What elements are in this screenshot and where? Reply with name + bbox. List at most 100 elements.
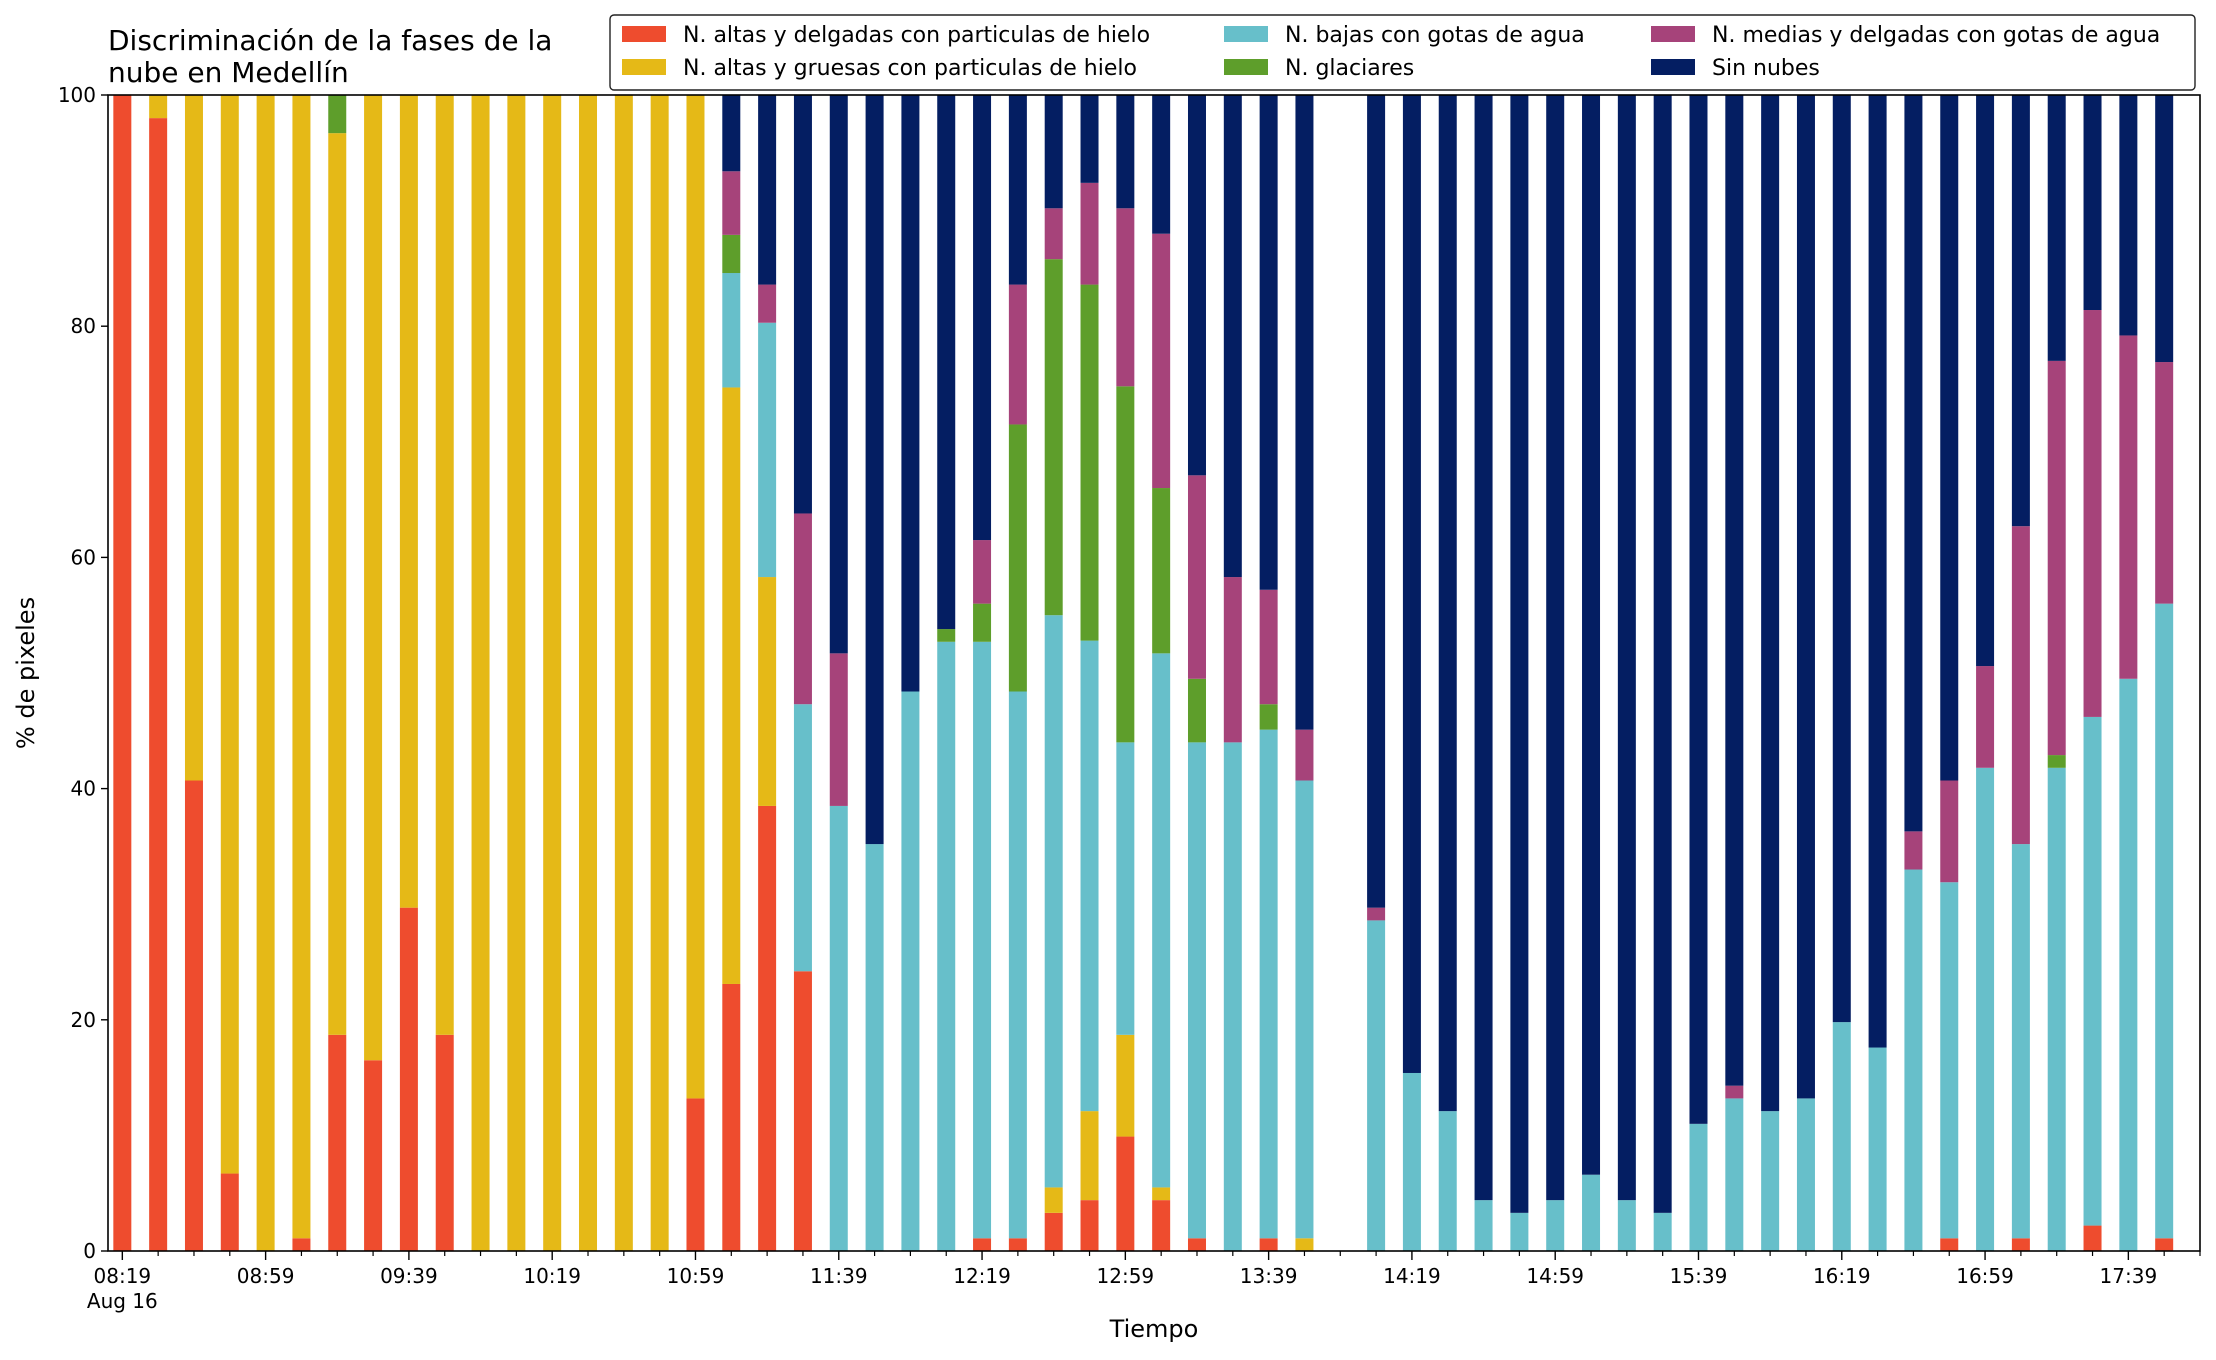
bar-segment-55-2 [2119, 678, 2138, 1251]
bar-segment-47-2 [1832, 1022, 1851, 1251]
bar-segment-43-2 [1689, 1123, 1708, 1251]
bar-segment-48-5 [1868, 95, 1887, 1048]
bar-segment-17-3 [722, 234, 741, 274]
bars [113, 95, 2174, 1252]
bar-segment-53-2 [2047, 767, 2066, 1251]
bar-segment-52-0 [2011, 1238, 2030, 1251]
bar-segment-25-3 [1008, 424, 1027, 692]
y-tick-label-0: 0 [83, 1239, 96, 1263]
bar-segment-19-2 [793, 704, 812, 972]
bar-segment-15-1 [650, 95, 669, 1251]
bar-segment-38-5 [1510, 95, 1529, 1213]
bar-segment-54-4 [2083, 310, 2102, 717]
legend-swatch-0 [622, 26, 666, 42]
bar-segment-35-2 [1402, 1072, 1421, 1251]
bar-segment-9-1 [435, 95, 454, 1035]
bar-segment-3-1 [220, 95, 239, 1174]
bar-segment-28-3 [1116, 386, 1135, 743]
bar-segment-23-5 [937, 95, 956, 630]
bar-segment-47-5 [1832, 95, 1851, 1023]
bar-segment-18-5 [758, 95, 777, 285]
x-tick-label-12: 16:19 [1813, 1264, 1871, 1288]
bar-segment-2-1 [184, 95, 203, 781]
bar-segment-37-2 [1474, 1200, 1493, 1251]
plot-frame [107, 94, 2201, 1252]
bar-segment-26-1 [1044, 1187, 1063, 1213]
bar-segment-52-2 [2011, 844, 2030, 1239]
bar-segment-20-4 [829, 653, 848, 806]
x-tick-label-7: 12:59 [1097, 1264, 1155, 1288]
bar-segment-17-2 [722, 273, 741, 388]
bar-segment-54-5 [2083, 95, 2102, 311]
bar-segment-0-0 [113, 95, 132, 1251]
bar-segment-21-2 [865, 844, 884, 1251]
bar-segment-51-2 [1976, 767, 1995, 1251]
x-tick-label-2: 09:39 [380, 1264, 438, 1288]
bar-segment-32-3 [1259, 704, 1278, 730]
y-tick-label-5: 100 [58, 83, 96, 107]
y-tick-label-1: 20 [71, 1008, 96, 1032]
chart-title-line-2: nube en Medellín [108, 56, 349, 89]
bar-segment-52-4 [2011, 526, 2030, 845]
bar-segment-28-5 [1116, 95, 1135, 209]
bar-segment-49-5 [1904, 95, 1923, 832]
bar-segment-17-0 [722, 983, 741, 1251]
legend-swatch-5 [1651, 59, 1695, 75]
x-tick-label-5: 11:39 [810, 1264, 868, 1288]
bar-segment-29-5 [1152, 95, 1171, 234]
x-tick-label-14: 17:39 [2100, 1264, 2158, 1288]
bar-segment-14-1 [614, 95, 633, 1251]
bar-segment-37-5 [1474, 95, 1493, 1201]
bar-segment-54-2 [2083, 716, 2102, 1226]
bar-segment-45-2 [1761, 1111, 1780, 1251]
bar-segment-31-2 [1223, 742, 1242, 1251]
legend-swatch-2 [1224, 26, 1268, 42]
x-tick-label-10: 14:59 [1526, 1264, 1584, 1288]
bar-segment-56-4 [2155, 362, 2174, 604]
bar-segment-41-2 [1617, 1200, 1636, 1251]
bar-segment-35-5 [1402, 95, 1421, 1073]
bar-segment-27-5 [1080, 95, 1099, 183]
bar-segment-17-1 [722, 387, 741, 984]
bar-segment-49-4 [1904, 831, 1923, 870]
chart-title-line-1: Discriminación de la fases de la [108, 24, 552, 57]
legend: N. altas y delgadas con particulas de hi… [609, 14, 2196, 91]
bar-segment-34-2 [1367, 920, 1386, 1251]
bar-segment-53-3 [2047, 755, 2066, 768]
bar-segment-18-4 [758, 284, 777, 323]
bar-segment-53-4 [2047, 360, 2066, 756]
bar-segment-3-0 [220, 1173, 239, 1251]
bar-segment-8-0 [399, 907, 418, 1251]
legend-label-5: Sin nubes [1712, 56, 1820, 81]
bar-segment-27-3 [1080, 284, 1099, 641]
bar-segment-30-0 [1187, 1238, 1206, 1251]
x-tick-label-13: 16:59 [1956, 1264, 2014, 1288]
bar-segment-5-1 [292, 95, 311, 1239]
legend-label-1: N. altas y gruesas con particulas de hie… [683, 56, 1137, 81]
bar-segment-40-2 [1582, 1174, 1601, 1251]
legend-label-0: N. altas y delgadas con particulas de hi… [683, 23, 1150, 48]
bar-segment-23-2 [937, 641, 956, 1251]
bar-segment-19-0 [793, 971, 812, 1251]
bar-segment-32-2 [1259, 729, 1278, 1239]
bar-segment-51-5 [1976, 95, 1995, 667]
x-tick-label-4: 10:59 [667, 1264, 725, 1288]
x-tick-sublabel-0: Aug 16 [87, 1289, 158, 1313]
legend-label-4: N. medias y delgadas con gotas de agua [1712, 23, 2160, 48]
bar-segment-33-5 [1295, 95, 1314, 730]
y-axis-label: % de pixeles [12, 597, 40, 749]
bar-segment-39-5 [1546, 95, 1565, 1201]
bar-segment-56-5 [2155, 95, 2174, 363]
bar-segment-31-5 [1223, 95, 1242, 578]
bar-segment-30-4 [1187, 475, 1206, 679]
bar-segment-16-0 [686, 1098, 705, 1251]
bar-segment-26-0 [1044, 1212, 1063, 1251]
bar-segment-29-2 [1152, 653, 1171, 1188]
bar-segment-41-5 [1617, 95, 1636, 1201]
bar-segment-34-5 [1367, 95, 1386, 908]
y-tick-label-2: 40 [71, 777, 96, 801]
bar-segment-43-5 [1689, 95, 1708, 1124]
bar-segment-32-0 [1259, 1238, 1278, 1251]
